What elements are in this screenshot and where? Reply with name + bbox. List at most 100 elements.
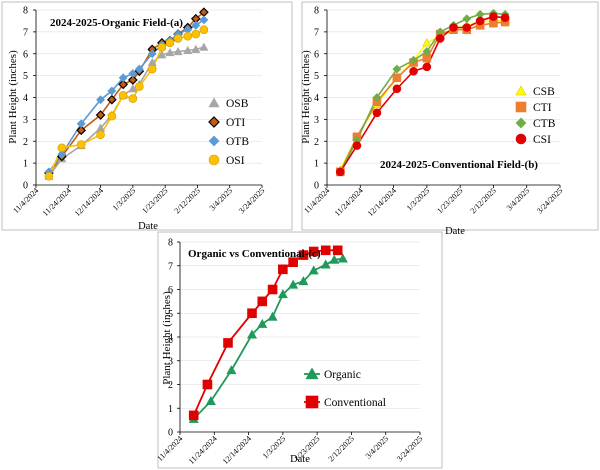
- data-point-conventional: [298, 250, 309, 260]
- legend-marker-cti: [515, 101, 527, 113]
- y-tick-label: 5: [23, 71, 28, 82]
- legend-marker-osb: [208, 97, 220, 108]
- y-tick-label: 4: [168, 333, 173, 344]
- y-tick-label: 2: [168, 380, 173, 391]
- data-point-conventional: [320, 245, 331, 256]
- y-tick-label: 6: [314, 49, 319, 60]
- chart-title: 2024-2025-Organic Field-(a): [50, 17, 183, 29]
- y-axis-label: Plant Height (inches): [300, 50, 312, 144]
- data-point-conventional: [202, 379, 213, 390]
- data-point-osi: [44, 171, 54, 181]
- data-point-osi: [128, 94, 138, 103]
- y-tick-label: 5: [314, 71, 319, 82]
- data-point-oti: [95, 110, 106, 120]
- data-point-osi: [173, 34, 183, 43]
- legend-label-csb: CSB: [533, 86, 555, 98]
- data-point-organic: [205, 396, 216, 406]
- data-point-osi: [118, 91, 128, 100]
- data-point-otb: [191, 20, 201, 30]
- data-point-otb: [134, 64, 144, 74]
- y-tick-label: 6: [168, 285, 173, 296]
- data-point-osb: [157, 50, 167, 59]
- data-point-csi: [489, 12, 498, 21]
- chart-title: Organic vs Conventional-(c): [188, 248, 321, 260]
- legend-label-osi: OSI: [226, 155, 245, 167]
- y-tick-label: 5: [168, 309, 173, 320]
- data-point-ctb: [422, 47, 432, 56]
- data-point-osi: [96, 130, 105, 139]
- x-axis-label: Date: [290, 454, 310, 465]
- data-point-osi: [165, 38, 175, 48]
- data-point-csi: [372, 108, 382, 118]
- y-tick-label: 8: [23, 6, 28, 17]
- data-point-osb: [173, 46, 183, 56]
- data-point-osb: [128, 84, 138, 93]
- data-point-conventional: [188, 410, 199, 421]
- data-point-organic: [308, 265, 319, 275]
- data-point-organic: [226, 365, 237, 375]
- data-point-ctb: [372, 93, 382, 102]
- panel-frame: [1, 1, 293, 231]
- legend-label-csi: CSI: [533, 134, 551, 146]
- y-tick-label: 7: [23, 27, 28, 38]
- data-point-osi: [76, 140, 86, 149]
- data-point-csi: [422, 62, 432, 72]
- y-tick-label: 0: [23, 181, 28, 192]
- data-point-conventional: [278, 264, 288, 275]
- data-point-oti: [107, 94, 117, 105]
- y-tick-label: 4: [314, 93, 319, 104]
- data-point-csi: [449, 23, 458, 32]
- data-point-ctb: [462, 14, 472, 24]
- y-axis-label: Plant Height (inches): [7, 50, 19, 144]
- legend-label-ctb: CTB: [533, 118, 556, 130]
- data-point-otb: [57, 149, 67, 159]
- data-point-conventional: [247, 308, 257, 319]
- y-tick-label: 7: [314, 27, 319, 38]
- data-point-conventional: [267, 284, 278, 295]
- legend-label-osb: OSB: [226, 98, 249, 110]
- data-point-otb: [147, 49, 157, 59]
- legend-marker-csb: [515, 85, 527, 96]
- legend-marker-organic: [305, 367, 319, 380]
- data-point-organic: [320, 259, 331, 269]
- data-point-osb: [165, 48, 175, 57]
- data-point-csb: [422, 38, 432, 47]
- data-point-osi: [183, 31, 193, 41]
- data-point-osi: [57, 143, 67, 153]
- data-point-csi: [392, 84, 402, 94]
- data-point-osb: [183, 45, 193, 54]
- data-point-csi: [475, 16, 485, 26]
- data-point-cti: [392, 73, 402, 83]
- y-tick-label: 1: [168, 404, 173, 415]
- data-point-conventional: [288, 257, 298, 267]
- data-point-otb: [107, 86, 117, 96]
- data-point-osi: [135, 82, 144, 91]
- data-point-osi: [147, 64, 157, 74]
- data-point-csi: [352, 141, 362, 150]
- y-tick-label: 6: [23, 49, 28, 60]
- data-point-otb: [199, 15, 209, 25]
- y-tick-label: 3: [168, 356, 173, 367]
- data-point-otb: [76, 119, 86, 129]
- data-point-osb: [191, 44, 201, 53]
- data-point-osi: [191, 29, 201, 39]
- data-point-organic: [277, 289, 288, 299]
- legend-label-oti: OTI: [226, 117, 245, 129]
- y-tick-label: 0: [168, 428, 173, 439]
- panel-frame: [301, 1, 599, 231]
- y-axis-label: Plant Height (inches): [161, 291, 173, 385]
- data-point-organic: [298, 276, 309, 286]
- y-tick-label: 0: [314, 181, 319, 192]
- data-point-csi: [435, 34, 445, 43]
- data-point-csi: [409, 66, 418, 76]
- legend-marker-otb: [208, 135, 220, 147]
- y-tick-label: 4: [23, 93, 28, 104]
- x-axis-label: Date: [445, 226, 465, 237]
- data-point-conventional: [257, 296, 268, 307]
- legend-label-organic: Organic: [324, 369, 361, 381]
- legend-label-cti: CTI: [533, 102, 552, 114]
- y-tick-label: 1: [23, 159, 28, 170]
- data-point-organic: [257, 318, 268, 328]
